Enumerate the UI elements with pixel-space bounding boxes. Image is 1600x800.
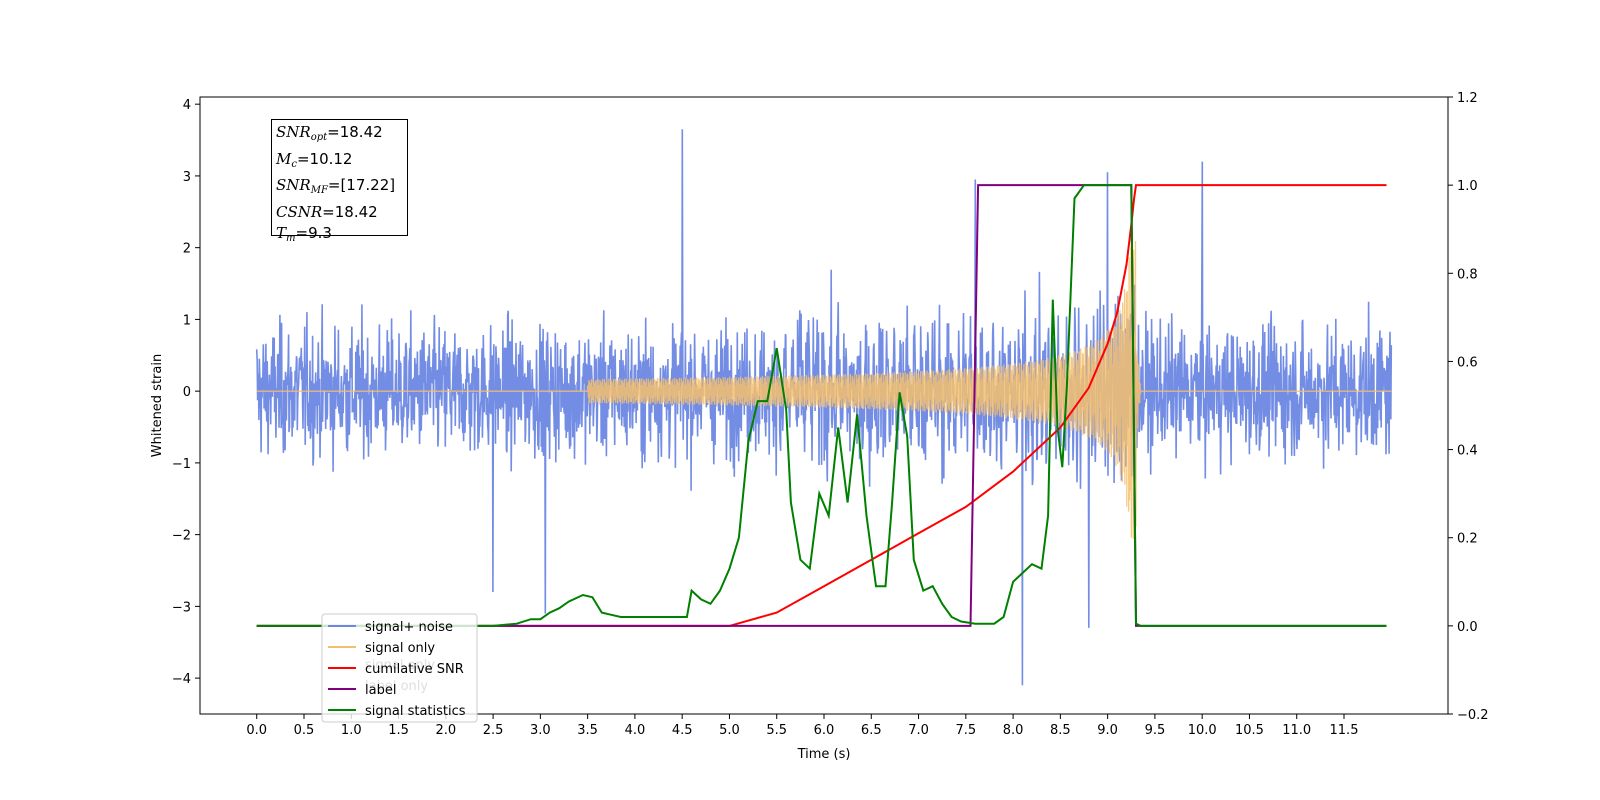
x-tick-label: 6.5 — [861, 723, 882, 738]
series-signal-statistics — [256, 184, 1387, 627]
annotation-line-snr-mf: SNRMF=[17.22] — [276, 176, 396, 196]
annotation-line-snr-opt: SNRopt=18.42 — [276, 123, 383, 143]
y-tick-label: 0 — [183, 385, 191, 400]
x-tick-label: 7.5 — [955, 723, 976, 738]
legend: signal only label only signal+ noise signal… — [321, 613, 478, 723]
y-tick-label: −3 — [172, 600, 191, 615]
x-tick-label: 3.0 — [530, 723, 551, 738]
y-tick-label: 1 — [183, 313, 191, 328]
x-tick-label: 0.0 — [246, 723, 267, 738]
annotation-line-csnr: CSNR=18.42 — [276, 202, 378, 221]
axes: 0.0 0.5 1.0 1.5 2.0 2.5 3.0 3.5 4.0 4.5 5.0 5.5 6.0 6… — [150, 91, 1489, 762]
y2-tick-label: −0.2 — [1457, 708, 1489, 723]
y-axis-label: Whitened strain — [150, 354, 165, 457]
legend-entry-label: signal statistics — [365, 704, 466, 719]
y-tick-label: −2 — [172, 529, 191, 544]
y-tick-label: −4 — [172, 672, 191, 687]
x-tick-label: 5.5 — [766, 723, 787, 738]
legend-entry-label: cumilative SNR — [365, 662, 464, 677]
y-tick-label: −1 — [172, 457, 191, 472]
x-tick-label: 7.0 — [908, 723, 929, 738]
y-tick-label: 2 — [183, 242, 191, 257]
x-tick-label: 3.5 — [577, 723, 598, 738]
legend-ghost-text: signal only — [365, 658, 435, 673]
x-tick-label: 8.5 — [1050, 723, 1071, 738]
x-tick-label: 2.0 — [435, 723, 456, 738]
y2-tick-label: 0.2 — [1457, 532, 1478, 547]
annotation-line-tm: Tm=9.3 — [276, 224, 332, 244]
legend-entry-label: signal only — [365, 641, 435, 656]
x-tick-label: 1.5 — [388, 723, 409, 738]
x-tick-label: 9.5 — [1145, 723, 1166, 738]
x-tick-label: 11.0 — [1282, 723, 1311, 738]
x-tick-label: 9.0 — [1097, 723, 1118, 738]
annotation-line-mc: Mc=10.12 — [276, 149, 353, 170]
y2-tick-label: 1.0 — [1457, 179, 1478, 194]
series-signal-only — [256, 241, 1392, 539]
legend-entry-label: label — [365, 683, 396, 698]
y2-tick-label: 0.8 — [1457, 267, 1478, 282]
x-tick-label: 8.0 — [1003, 723, 1024, 738]
x-tick-label: 0.5 — [294, 723, 315, 738]
y-tick-label: 4 — [183, 98, 191, 113]
x-tick-label: 1.0 — [341, 723, 362, 738]
legend-entry-label: signal+ noise — [365, 620, 453, 635]
x-tick-label: 4.5 — [672, 723, 693, 738]
x-tick-label: 10.0 — [1188, 723, 1217, 738]
plot-area — [255, 129, 1393, 686]
y2-tick-label: 0.4 — [1457, 444, 1478, 459]
x-tick-label: 10.5 — [1235, 723, 1264, 738]
y2-tick-label: 1.2 — [1457, 91, 1478, 106]
annotation-box: SNRopt=18.42 Mc=10.12 SNRMF=[17.22] CSNR… — [271, 119, 408, 244]
x-tick-label: 6.0 — [814, 723, 835, 738]
x-axis-label: Time (s) — [797, 747, 851, 762]
x-tick-label: 11.5 — [1330, 723, 1359, 738]
y-tick-label: 3 — [183, 170, 191, 185]
y2-tick-label: 0.6 — [1457, 355, 1478, 370]
series-signal-noise — [255, 129, 1393, 686]
legend-frame — [321, 613, 478, 723]
legend-ghost-text: label only — [365, 679, 428, 694]
x-tick-label: 4.0 — [625, 723, 646, 738]
y2-tick-label: 0.0 — [1457, 620, 1478, 635]
x-tick-label: 5.0 — [719, 723, 740, 738]
x-tick-label: 2.5 — [483, 723, 504, 738]
